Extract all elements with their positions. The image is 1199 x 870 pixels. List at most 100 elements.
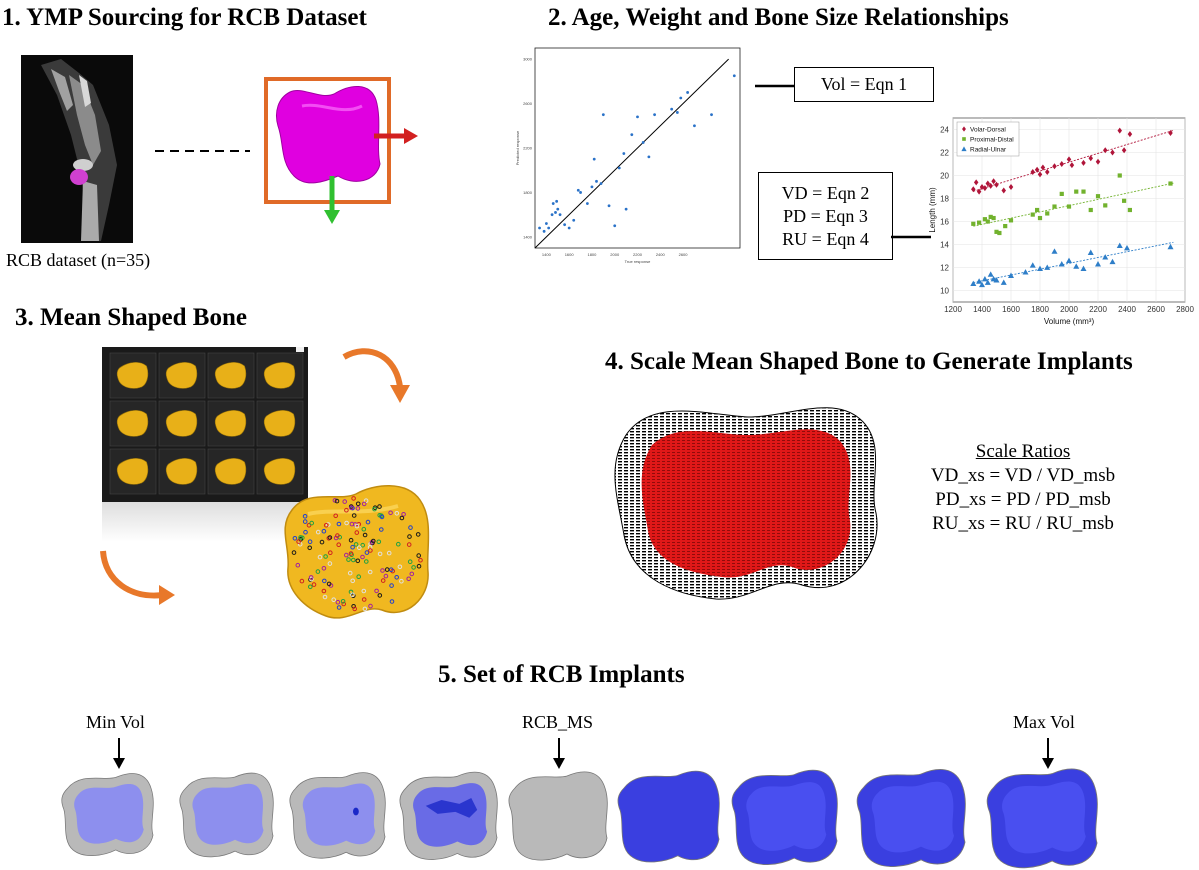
chart2-y-tick: 22 xyxy=(940,149,949,158)
chart2-y-tick: 16 xyxy=(940,218,949,227)
chart2-point xyxy=(1044,264,1051,270)
landmark-dot xyxy=(303,529,308,535)
landmark-dot xyxy=(332,498,338,503)
chart2-y-tick: 18 xyxy=(940,195,949,204)
landmark-dot xyxy=(351,496,356,501)
chart2-point xyxy=(1045,169,1050,176)
chart2-point xyxy=(1109,258,1116,265)
landmark-dot xyxy=(415,532,421,537)
chart2-point xyxy=(1069,162,1075,169)
chart2-x-label: Volume (mm³) xyxy=(1044,317,1095,326)
chart2-point xyxy=(1066,257,1072,263)
chart2-point xyxy=(977,220,982,225)
landmark-dot xyxy=(317,554,323,560)
landmark-dot xyxy=(379,514,385,520)
landmark-dot xyxy=(341,601,346,607)
landmark-dot xyxy=(308,575,314,580)
chart2-point xyxy=(985,180,991,187)
ru-equation: RU = Eqn 4 xyxy=(782,228,869,249)
chart2-point xyxy=(1037,215,1043,221)
chart1-point xyxy=(693,124,696,128)
landmark-dot xyxy=(360,542,365,548)
landmark-dot xyxy=(380,578,386,583)
gallery-bone xyxy=(116,410,149,437)
landmark-dot xyxy=(336,605,342,610)
landmark-dot xyxy=(322,594,328,600)
chart2-point xyxy=(991,215,996,221)
chart2-point xyxy=(981,276,988,282)
chart1-point xyxy=(567,226,571,230)
chart1-point xyxy=(686,91,690,94)
implant-inner xyxy=(302,783,376,846)
chart1-point xyxy=(710,113,713,117)
chart1-point xyxy=(641,141,645,144)
chart2-point xyxy=(1052,204,1057,209)
panel3-title: 3. Mean Shaped Bone xyxy=(15,304,247,331)
landmark-dot xyxy=(299,578,305,584)
chart1-point xyxy=(599,182,603,185)
landmark-dot xyxy=(323,523,329,528)
chart2-legend-label: Volar-Dorsal xyxy=(970,126,1006,133)
chart1-point xyxy=(647,155,651,159)
mean-shaped-bone-render xyxy=(284,485,430,619)
chart2-point xyxy=(976,278,983,284)
vd-equation: VD = Eqn 2 xyxy=(781,182,870,203)
landmark-dot xyxy=(326,581,332,587)
landmark-dot xyxy=(362,532,368,538)
dimension-equations-box: VD = Eqn 2 PD = Eqn 3 RU = Eqn 4 xyxy=(758,172,893,260)
landmark-dot xyxy=(333,513,339,519)
chart1-point xyxy=(542,229,546,233)
landmark-dot xyxy=(344,520,349,526)
landmark-dot xyxy=(311,582,317,587)
min-vol-marker: Min Vol xyxy=(86,712,145,732)
landmark-dot xyxy=(416,563,422,569)
gallery-bone xyxy=(116,362,149,389)
landmark-dot xyxy=(406,542,412,547)
landmark-dot xyxy=(309,520,315,526)
chart2-point xyxy=(988,214,993,219)
landmark-dot xyxy=(386,550,392,556)
chart1-x-tick: 2000 xyxy=(610,252,620,257)
chart2-x-tick: 2200 xyxy=(1089,305,1107,314)
chart2-y-tick: 20 xyxy=(940,172,949,181)
landmark-dot xyxy=(360,554,365,560)
landmark-dot xyxy=(355,558,361,564)
chart2-point xyxy=(1102,254,1109,260)
landmark-dot xyxy=(356,574,361,579)
chart1-point xyxy=(613,224,617,228)
landmark-dot xyxy=(351,604,356,609)
implant-defect xyxy=(352,807,359,816)
ct-scan-image xyxy=(21,55,133,243)
chart1-point xyxy=(579,191,582,194)
gallery-close xyxy=(296,347,304,352)
chart1-y-tick: 3000 xyxy=(523,57,533,62)
chart1-point xyxy=(595,179,598,183)
landmark-dot xyxy=(347,570,353,576)
pd-ratio: PD_xs = PD / PD_msb xyxy=(935,489,1111,510)
landmark-dot xyxy=(354,523,360,529)
panel1-title: 1. YMP Sourcing for RCB Dataset xyxy=(2,4,367,31)
vol-equation: Vol = Eqn 1 xyxy=(820,74,908,94)
chart2-trend-line xyxy=(973,241,1174,284)
implant xyxy=(508,771,608,861)
landmark-dot xyxy=(367,569,373,575)
cycle-arrow-top xyxy=(342,348,410,403)
chart1-point xyxy=(547,226,551,230)
chart1-point xyxy=(551,202,555,205)
chart1-point xyxy=(630,133,634,137)
chart1-point xyxy=(670,107,674,111)
landmark-dot xyxy=(377,551,383,557)
landmark-dot xyxy=(409,571,415,577)
landmark-dot xyxy=(319,539,325,545)
landmark-dot xyxy=(365,519,371,525)
gallery-bone xyxy=(116,458,149,485)
chart2-point xyxy=(971,186,976,193)
chart2-point xyxy=(1168,181,1173,186)
chart2-x-tick: 1800 xyxy=(1031,305,1049,314)
chart2-point xyxy=(1030,212,1035,217)
rcb-ms-marker: RCB_MS xyxy=(522,712,594,732)
chart2-point xyxy=(1103,203,1108,208)
landmark-dot xyxy=(331,597,337,602)
landmark-dot xyxy=(321,588,327,594)
chart2-y-tick: 14 xyxy=(940,241,949,250)
